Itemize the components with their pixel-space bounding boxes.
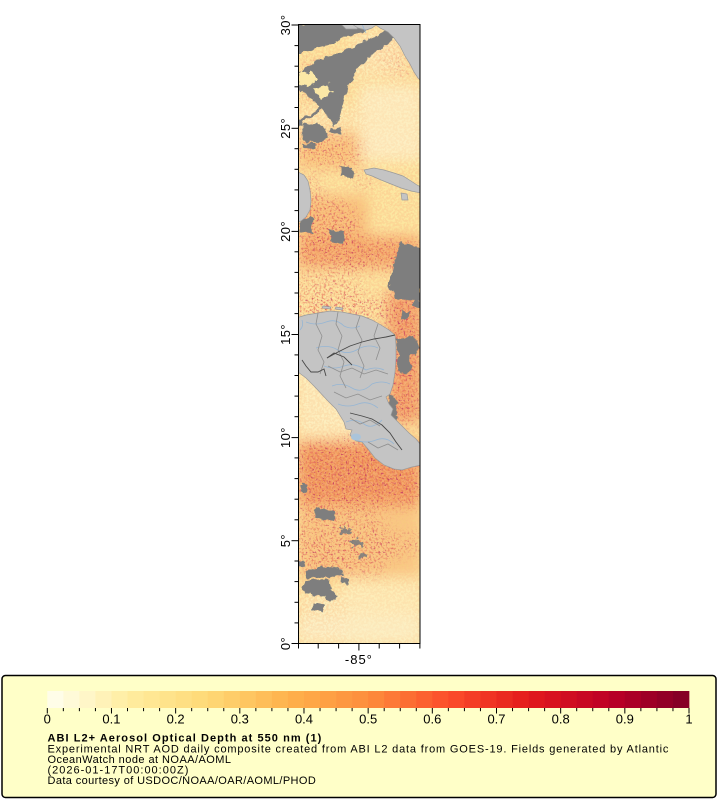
svg-text:OceanWatch node at NOAA/AOML: OceanWatch node at NOAA/AOML [48, 754, 232, 766]
svg-text:30°: 30° [278, 15, 293, 36]
svg-text:-85°: -85° [345, 652, 373, 667]
svg-text:0: 0 [44, 712, 51, 727]
svg-text:20°: 20° [278, 221, 293, 242]
svg-text:(2026-01-17T00:00:00Z): (2026-01-17T00:00:00Z) [48, 765, 190, 777]
svg-text:0.9: 0.9 [616, 712, 634, 727]
svg-text:0.8: 0.8 [552, 712, 570, 727]
svg-text:5°: 5° [278, 534, 293, 547]
svg-text:0.1: 0.1 [102, 712, 120, 727]
svg-text:1: 1 [685, 712, 692, 727]
svg-text:0.2: 0.2 [167, 712, 185, 727]
svg-text:10°: 10° [278, 427, 293, 448]
svg-text:Data courtesy of USDOC/NOAA/OA: Data courtesy of USDOC/NOAA/OAR/AOML/PHO… [48, 775, 317, 787]
svg-text:0.5: 0.5 [359, 712, 377, 727]
svg-text:Experimental NRT AOD daily com: Experimental NRT AOD daily composite cre… [48, 744, 670, 756]
svg-text:0.3: 0.3 [231, 712, 249, 727]
svg-text:15°: 15° [278, 324, 293, 345]
svg-text:0.7: 0.7 [487, 712, 505, 727]
svg-text:25°: 25° [278, 118, 293, 139]
svg-text:0°: 0° [278, 637, 293, 650]
svg-text:0.6: 0.6 [423, 712, 441, 727]
svg-text:0.4: 0.4 [295, 712, 313, 727]
svg-text:ABI L2+ Aerosol Optical Depth: ABI L2+ Aerosol Optical Depth at 550 nm … [48, 733, 323, 745]
